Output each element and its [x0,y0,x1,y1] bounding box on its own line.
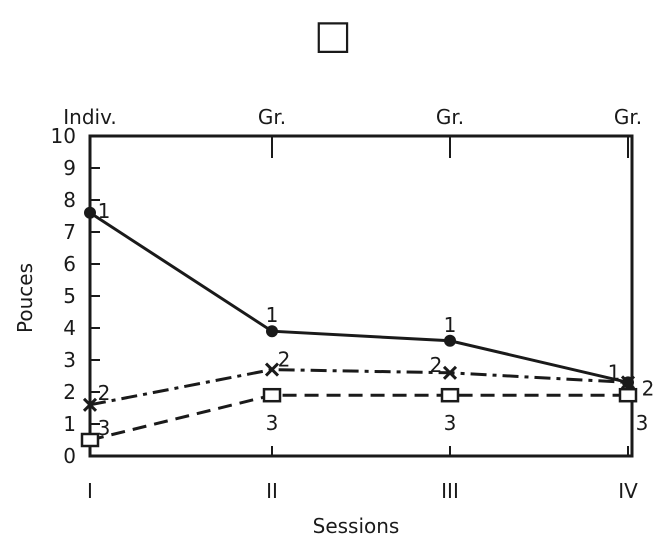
series-line [89,211,629,384]
y-tick-label: 8 [63,188,76,212]
y-tick-label: 0 [63,444,76,468]
data-point [262,387,282,403]
point-label: 1 [608,360,621,384]
top-label: Gr. [614,105,642,129]
x-tick-label: I [87,479,93,503]
series-2: 2 2 2 2 [82,348,655,412]
point-label: 1 [98,199,111,223]
data-point [442,365,458,380]
point-label: 3 [444,411,457,435]
series-3: 3 3 3 3 [80,387,649,448]
data-point [444,334,456,347]
point-label: 3 [266,411,279,435]
y-tick-label: 6 [63,252,76,276]
y-axis-label: Pouces [13,263,37,333]
y-tick-label: 7 [63,220,76,244]
data-point [266,325,278,338]
data-point [264,362,280,377]
point-label: 2 [430,353,443,377]
point-label: 3 [636,411,649,435]
point-label: 1 [444,313,457,337]
point-label: 3 [98,416,111,440]
point-label: 2 [98,381,111,405]
x-ticks: I II III IV [87,446,638,503]
top-label: Indiv. [63,105,116,129]
y-ticks: 0 1 2 3 4 5 6 7 8 9 10 [51,124,100,468]
x-axis-label: Sessions [313,514,400,538]
x-tick-label: IV [618,479,638,503]
data-point [620,375,636,390]
top-label: Gr. [436,105,464,129]
header-symbol: □ [314,12,352,58]
y-tick-label: 1 [63,412,76,436]
data-point [80,432,100,448]
series-line [89,393,628,442]
series-line [89,368,629,407]
point-label: 2 [642,376,655,400]
top-label: Gr. [258,105,286,129]
y-tick-label: 3 [63,348,76,372]
data-point [84,206,96,219]
y-tick-label: 10 [51,124,76,148]
point-label: 1 [266,303,279,327]
y-tick-label: 4 [63,316,76,340]
x-tick-label: II [266,479,278,503]
point-label: 2 [278,348,291,372]
y-tick-label: 5 [63,284,76,308]
plot-frame [88,134,634,458]
data-point [440,387,460,403]
data-point [618,387,638,403]
series-1: 1 1 1 1 [84,199,634,389]
x-tick-label: III [441,479,459,503]
y-tick-label: 2 [63,380,76,404]
data-point [82,397,98,412]
top-labels: Indiv. Gr. Gr. Gr. [63,105,642,158]
y-tick-label: 9 [63,156,76,180]
